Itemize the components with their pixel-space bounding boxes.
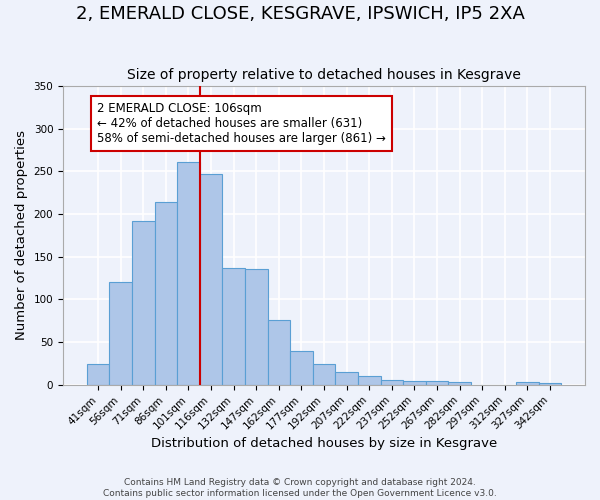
Bar — [448, 382, 471, 385]
Bar — [200, 174, 223, 385]
Text: 2 EMERALD CLOSE: 106sqm
← 42% of detached houses are smaller (631)
58% of semi-d: 2 EMERALD CLOSE: 106sqm ← 42% of detache… — [97, 102, 386, 146]
Bar — [425, 382, 448, 385]
Bar — [403, 380, 425, 385]
X-axis label: Distribution of detached houses by size in Kesgrave: Distribution of detached houses by size … — [151, 437, 497, 450]
Bar — [177, 162, 200, 385]
Bar — [335, 372, 358, 385]
Title: Size of property relative to detached houses in Kesgrave: Size of property relative to detached ho… — [127, 68, 521, 82]
Bar — [290, 350, 313, 385]
Bar — [539, 383, 561, 385]
Bar — [380, 380, 403, 385]
Bar — [87, 364, 109, 385]
Bar — [245, 268, 268, 385]
Bar — [155, 202, 177, 385]
Y-axis label: Number of detached properties: Number of detached properties — [15, 130, 28, 340]
Bar — [313, 364, 335, 385]
Bar — [268, 320, 290, 385]
Bar — [109, 282, 132, 385]
Bar — [358, 376, 380, 385]
Text: 2, EMERALD CLOSE, KESGRAVE, IPSWICH, IP5 2XA: 2, EMERALD CLOSE, KESGRAVE, IPSWICH, IP5… — [76, 5, 524, 23]
Bar — [223, 268, 245, 385]
Text: Contains HM Land Registry data © Crown copyright and database right 2024.
Contai: Contains HM Land Registry data © Crown c… — [103, 478, 497, 498]
Bar — [516, 382, 539, 385]
Bar — [132, 221, 155, 385]
